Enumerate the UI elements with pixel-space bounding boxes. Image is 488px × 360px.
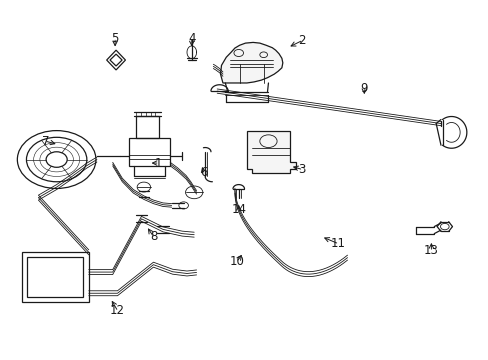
Text: 4: 4 xyxy=(188,32,195,45)
Text: 3: 3 xyxy=(298,163,305,176)
Text: 1: 1 xyxy=(154,157,162,170)
Text: 5: 5 xyxy=(111,32,119,45)
Bar xyxy=(27,257,83,297)
Text: 11: 11 xyxy=(330,237,345,250)
Text: 7: 7 xyxy=(42,135,49,148)
Bar xyxy=(136,117,159,138)
Text: 12: 12 xyxy=(110,304,125,317)
Text: 6: 6 xyxy=(200,166,207,179)
Text: 13: 13 xyxy=(423,244,438,257)
Text: 8: 8 xyxy=(149,230,157,243)
Text: 10: 10 xyxy=(229,255,244,267)
Polygon shape xyxy=(220,42,282,83)
Text: 9: 9 xyxy=(360,82,367,95)
Polygon shape xyxy=(246,131,295,173)
Bar xyxy=(129,138,170,166)
Text: 14: 14 xyxy=(231,203,246,216)
Bar xyxy=(21,252,89,302)
Text: 2: 2 xyxy=(298,34,305,47)
